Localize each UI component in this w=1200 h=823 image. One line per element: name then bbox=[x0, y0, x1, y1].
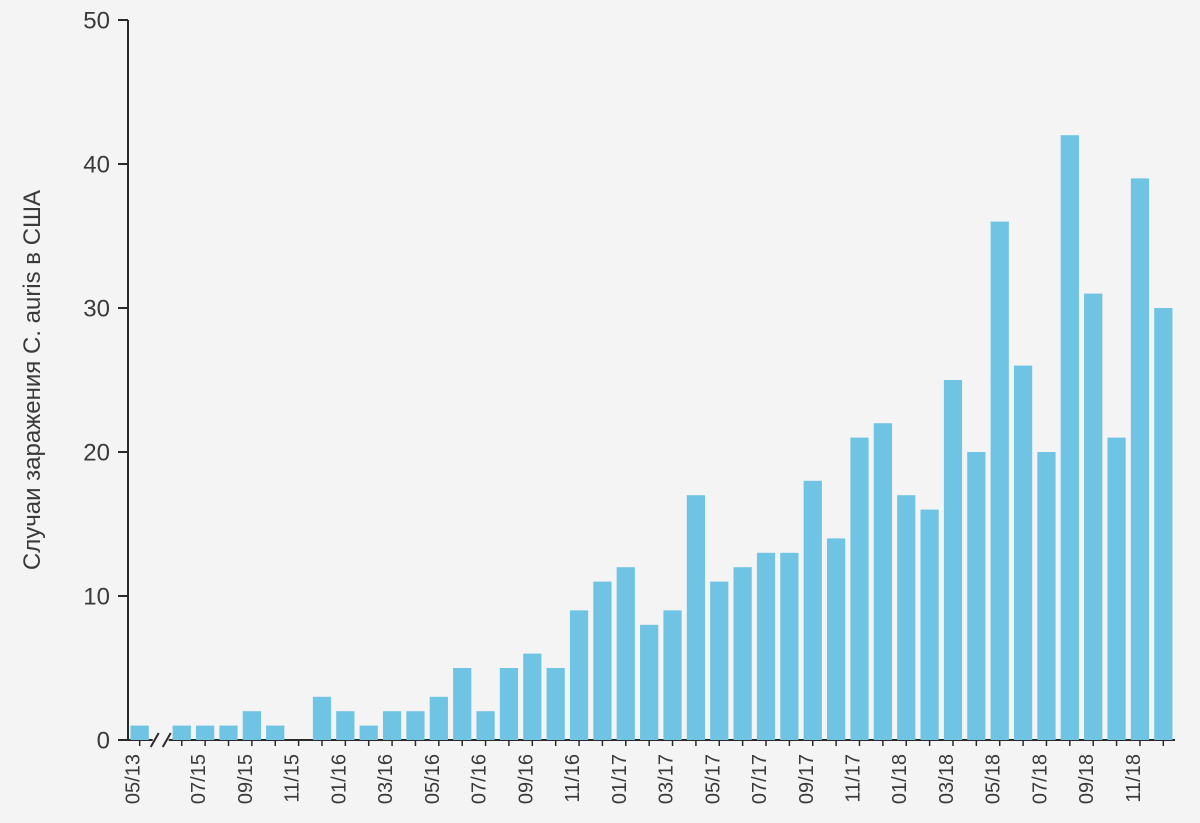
bar bbox=[547, 668, 565, 740]
bar bbox=[500, 668, 518, 740]
x-tick-label: 09/17 bbox=[796, 754, 818, 804]
x-tick-label: 11/15 bbox=[282, 754, 304, 803]
x-tick-label: 05/13 bbox=[123, 754, 145, 804]
x-tick-label: 09/15 bbox=[235, 754, 257, 804]
x-tick-label: 05/16 bbox=[422, 754, 444, 804]
bar bbox=[804, 481, 822, 740]
bar bbox=[897, 495, 915, 740]
bar bbox=[313, 697, 331, 740]
bar bbox=[991, 222, 1009, 740]
bar bbox=[640, 625, 658, 740]
x-tick-label: 07/18 bbox=[1029, 754, 1051, 804]
x-tick-label: 01/18 bbox=[889, 754, 911, 804]
bar bbox=[944, 380, 962, 740]
bar bbox=[219, 726, 237, 740]
bar bbox=[243, 711, 261, 740]
y-tick-label: 50 bbox=[83, 7, 110, 34]
x-tick-label: 09/18 bbox=[1076, 754, 1098, 804]
bar bbox=[570, 610, 588, 740]
x-tick-label: 11/16 bbox=[562, 754, 584, 803]
bar bbox=[131, 726, 149, 740]
x-tick-label: 07/17 bbox=[749, 754, 771, 804]
x-tick-label: 11/17 bbox=[842, 754, 864, 803]
bar bbox=[406, 711, 424, 740]
y-tick-label: 40 bbox=[83, 151, 110, 178]
bar bbox=[1154, 308, 1172, 740]
x-tick-label: 03/16 bbox=[375, 754, 397, 804]
x-tick-label: 01/16 bbox=[328, 754, 350, 804]
bar bbox=[827, 538, 845, 740]
bar bbox=[687, 495, 705, 740]
bar bbox=[1084, 294, 1102, 740]
x-tick-label: 05/17 bbox=[702, 754, 724, 804]
bar bbox=[266, 726, 284, 740]
x-tick-label: 03/18 bbox=[936, 754, 958, 804]
bar bbox=[1131, 178, 1149, 740]
bar bbox=[663, 610, 681, 740]
bar bbox=[617, 567, 635, 740]
bar bbox=[850, 438, 868, 740]
x-tick-label: 07/16 bbox=[469, 754, 491, 804]
bar bbox=[734, 567, 752, 740]
bar-chart: 0 10 20 30 40 50 Случаи заражения C. auris в С… bbox=[0, 0, 1200, 823]
y-tick-label: 30 bbox=[83, 295, 110, 322]
bar bbox=[476, 711, 494, 740]
bar bbox=[383, 711, 401, 740]
x-tick-label: 05/18 bbox=[983, 754, 1005, 804]
bar bbox=[196, 726, 214, 740]
bar bbox=[336, 711, 354, 740]
bar bbox=[1014, 366, 1032, 740]
bar bbox=[874, 423, 892, 740]
y-tick-label: 10 bbox=[83, 583, 110, 610]
bar bbox=[757, 553, 775, 740]
x-tick-label: 07/15 bbox=[188, 754, 210, 804]
bar bbox=[453, 668, 471, 740]
bar bbox=[593, 582, 611, 740]
bar bbox=[920, 510, 938, 740]
y-tick-label: 0 bbox=[97, 727, 110, 754]
bar bbox=[1037, 452, 1055, 740]
bar bbox=[1061, 135, 1079, 740]
x-tick-label: 03/17 bbox=[656, 754, 678, 804]
bar bbox=[780, 553, 798, 740]
bar bbox=[1107, 438, 1125, 740]
bar bbox=[710, 582, 728, 740]
x-tick-label: 01/17 bbox=[609, 754, 631, 804]
bar bbox=[523, 654, 541, 740]
y-tick-label: 20 bbox=[83, 439, 110, 466]
bar bbox=[967, 452, 985, 740]
x-tick-label: 09/16 bbox=[515, 754, 537, 804]
x-tick-label: 11/18 bbox=[1123, 754, 1145, 803]
bar bbox=[360, 726, 378, 740]
bar bbox=[173, 726, 191, 740]
y-axis-label: Случаи заражения C. auris в США bbox=[19, 190, 46, 570]
bar bbox=[430, 697, 448, 740]
